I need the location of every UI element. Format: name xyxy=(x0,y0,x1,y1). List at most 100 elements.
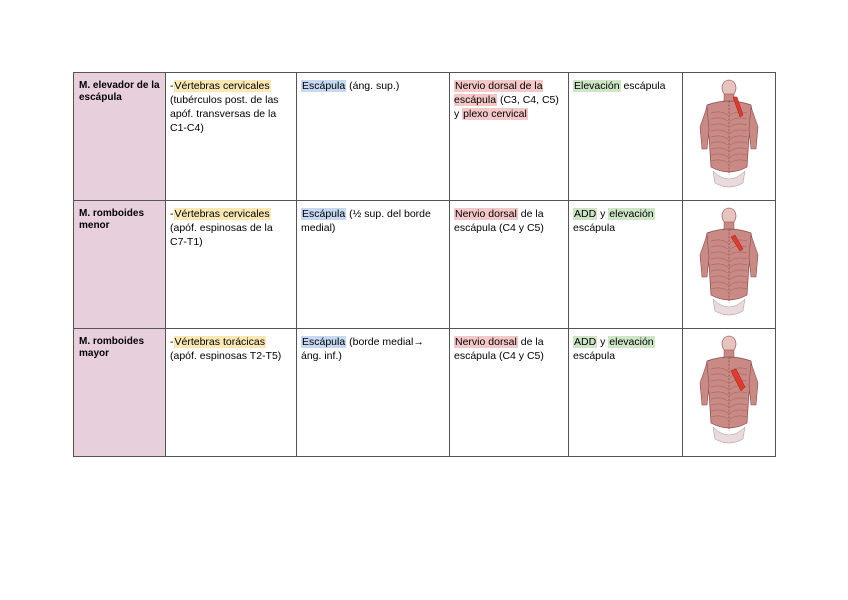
highlighted-term: plexo cervical xyxy=(462,108,528,120)
right-arm-shape xyxy=(748,362,759,406)
insertion-cell: Escápula (borde medial→ áng. inf.) xyxy=(296,328,450,457)
cell-text: de la escápula (C4 y C5) xyxy=(454,208,544,234)
cell-text: de la escápula (C4 y C5) xyxy=(454,336,544,362)
highlighted-term: Nervio dorsal xyxy=(454,208,518,220)
left-arm-shape xyxy=(699,362,710,406)
table-row: M. romboides menor -Vértebras cervicales… xyxy=(73,200,776,329)
highlighted-term: Vértebras cervicales xyxy=(173,208,271,220)
muscle-fiber-line xyxy=(710,275,729,280)
nerve-cell: Nervio dorsal de la escápula (C3, C4, C5… xyxy=(449,72,569,201)
cell-text: escápula xyxy=(573,222,616,234)
highlighted-muscle-shape xyxy=(730,234,744,252)
muscle-fiber-line xyxy=(729,281,748,286)
muscle-name-cell: M. romboides mayor xyxy=(73,328,166,457)
muscle-fiber-line xyxy=(710,159,729,164)
muscle-fiber-line xyxy=(729,153,748,158)
muscle-fiber-line xyxy=(710,415,729,420)
muscle-fiber-line xyxy=(729,397,748,402)
right-arm-shape xyxy=(748,234,759,278)
back-muscles-illustration xyxy=(699,335,759,444)
highlighted-term: Escápula xyxy=(301,80,347,92)
head-shape xyxy=(721,207,737,225)
muscle-fiber-line xyxy=(710,385,729,390)
cell-text: y xyxy=(597,208,609,220)
muscle-fiber-line xyxy=(729,117,748,122)
origin-cell: -Vértebras cervicales (tubérculos post. … xyxy=(165,72,297,201)
muscle-fiber-line xyxy=(729,263,748,268)
cell-text: escápula xyxy=(620,80,666,92)
head-shape xyxy=(721,79,737,97)
muscle-fiber-line xyxy=(729,141,748,146)
muscle-fiber-line xyxy=(710,141,729,146)
cell-text: (apóf. espinosas T2-T5) xyxy=(170,350,282,362)
muscle-fiber-line xyxy=(710,373,729,378)
muscle-fiber-line xyxy=(710,251,729,256)
muscle-fiber-line xyxy=(710,287,729,292)
cell-text: - xyxy=(170,80,174,92)
muscle-fiber-line xyxy=(729,287,748,292)
pelvis-shape xyxy=(712,170,746,188)
cell-text: - xyxy=(170,336,174,348)
muscle-fiber-line xyxy=(729,135,748,140)
cell-text: escápula xyxy=(573,350,616,362)
cell-text: (tubérculos post. de las apóf. transvers… xyxy=(170,94,279,134)
highlighted-term: ADD xyxy=(573,336,598,348)
muscle-name-cell: M. romboides menor xyxy=(73,200,166,329)
action-cell: ADD y elevación escápula xyxy=(568,200,683,329)
back-muscles-illustration xyxy=(699,79,759,188)
cell-text: (apóf. espinosas de la C7-T1) xyxy=(170,222,273,248)
nerve-cell: Nervio dorsal de la escápula (C4 y C5) xyxy=(449,328,569,457)
muscle-fiber-line xyxy=(729,403,748,408)
right-arm-shape xyxy=(748,106,759,150)
muscle-fiber-line xyxy=(729,415,748,420)
highlighted-term: elevación xyxy=(608,208,655,220)
cell-text: - xyxy=(170,208,174,220)
muscle-fiber-line xyxy=(729,385,748,390)
muscle-fiber-line xyxy=(710,257,729,262)
highlighted-term: Nervio dorsal xyxy=(454,336,518,348)
muscle-fiber-line xyxy=(729,159,748,164)
cell-text: (borde medial→ áng. inf.) xyxy=(301,336,424,362)
muscle-fiber-line xyxy=(710,111,729,116)
muscle-fiber-line xyxy=(729,391,748,396)
origin-cell: -Vértebras cervicales (apóf. espinosas d… xyxy=(165,200,297,329)
muscle-fiber-line xyxy=(710,281,729,286)
back-muscles-illustration xyxy=(699,207,759,316)
muscle-fiber-line xyxy=(710,239,729,244)
muscle-name: M. elevador de la escápula xyxy=(79,80,160,103)
anatomy-image-cell xyxy=(682,72,776,201)
muscle-fiber-line xyxy=(710,379,729,384)
muscle-fiber-line xyxy=(729,147,748,152)
muscle-fiber-line xyxy=(710,153,729,158)
muscle-table-body: M. elevador de la escápula -Vértebras ce… xyxy=(73,72,776,457)
muscle-fiber-line xyxy=(729,251,748,256)
highlighted-term: Vértebras torácicas xyxy=(173,336,266,348)
muscle-fiber-line xyxy=(710,391,729,396)
action-cell: Elevación escápula xyxy=(568,72,683,201)
muscle-fiber-line xyxy=(710,117,729,122)
cell-text: (½ sup. del borde medial) xyxy=(301,208,431,234)
muscle-fiber-line xyxy=(710,147,729,152)
muscle-fiber-line xyxy=(710,245,729,250)
muscle-fiber-line xyxy=(710,397,729,402)
muscle-fiber-line xyxy=(710,409,729,414)
muscle-fiber-line xyxy=(710,129,729,134)
left-arm-shape xyxy=(699,234,710,278)
muscle-fiber-line xyxy=(710,123,729,128)
highlighted-muscle-shape xyxy=(732,96,744,118)
insertion-cell: Escápula (½ sup. del borde medial) xyxy=(296,200,450,329)
origin-cell: -Vértebras torácicas (apóf. espinosas T2… xyxy=(165,328,297,457)
muscle-fiber-line xyxy=(729,409,748,414)
anatomy-image-cell xyxy=(682,328,776,457)
nerve-cell: Nervio dorsal de la escápula (C4 y C5) xyxy=(449,200,569,329)
highlighted-muscle-shape xyxy=(730,368,746,392)
highlighted-term: Escápula xyxy=(301,208,347,220)
muscle-fiber-line xyxy=(729,269,748,274)
left-arm-shape xyxy=(699,106,710,150)
highlighted-term: Escápula xyxy=(301,336,347,348)
action-cell: ADD y elevación escápula xyxy=(568,328,683,457)
cell-text: y xyxy=(597,336,609,348)
muscle-fiber-line xyxy=(710,135,729,140)
muscle-fiber-line xyxy=(729,275,748,280)
pelvis-shape xyxy=(712,298,746,316)
